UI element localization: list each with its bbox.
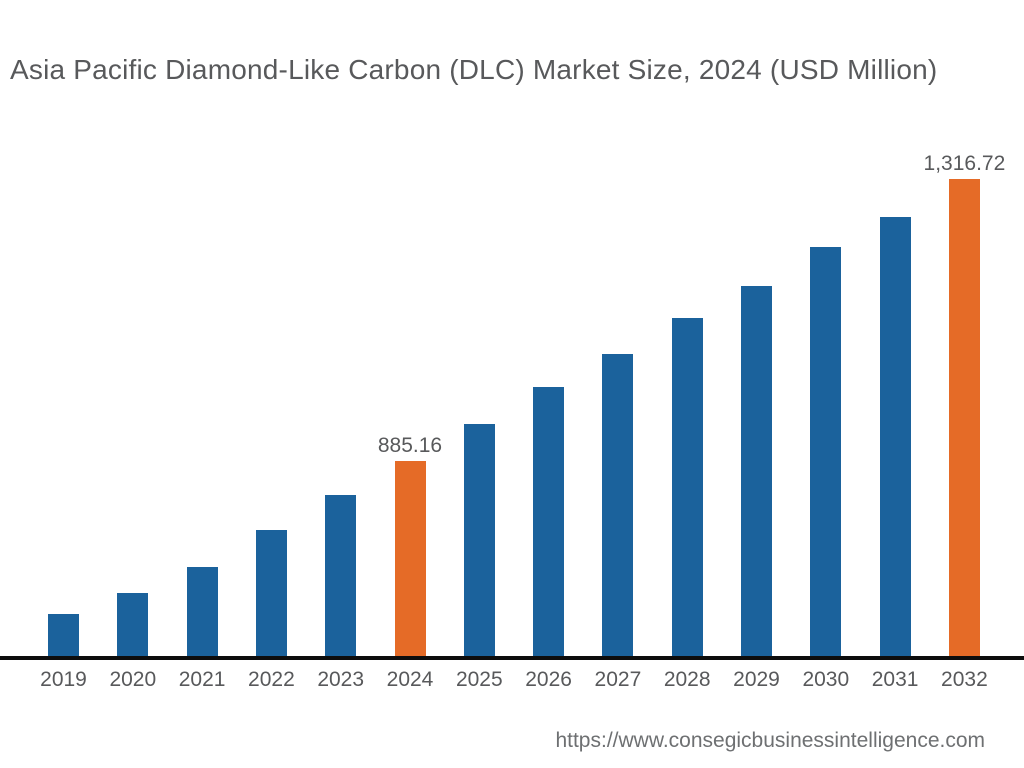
bar-2022 (255, 530, 287, 656)
bar-2021 (186, 567, 218, 656)
x-tick-2020: 2020 (109, 668, 157, 691)
bar-2024 (394, 461, 426, 656)
chart-title: Asia Pacific Diamond-Like Carbon (DLC) M… (10, 54, 938, 85)
x-tick-2027: 2027 (594, 668, 642, 691)
x-tick-2029: 2029 (733, 668, 780, 691)
x-tick-2026: 2026 (525, 668, 572, 691)
data-label-2024: 885.16 (377, 434, 443, 457)
data-label-2032: 1,316.72 (923, 152, 1006, 175)
x-tick-2032: 2032 (941, 668, 988, 691)
x-tick-2030: 2030 (802, 668, 850, 691)
bar-2025 (463, 424, 495, 656)
bar-2027 (602, 354, 634, 656)
source-url: https://www.consegicbusinessintelligence… (555, 729, 985, 752)
x-tick-2022: 2022 (248, 668, 295, 691)
x-axis-line (0, 656, 1024, 660)
bar-2032 (948, 179, 980, 656)
x-tick-2025: 2025 (455, 668, 503, 691)
x-tick-2031: 2031 (871, 668, 919, 691)
bar-2020 (117, 593, 149, 656)
bar-2028 (671, 318, 703, 656)
bar-2030 (810, 247, 842, 656)
bar-2026 (533, 387, 565, 656)
bar-2029 (741, 286, 772, 656)
x-tick-2024: 2024 (386, 668, 434, 691)
bar-2023 (325, 495, 357, 656)
x-tick-2019: 2019 (40, 668, 87, 691)
x-tick-2021: 2021 (178, 668, 226, 691)
x-tick-2028: 2028 (663, 668, 711, 691)
bar-2019 (48, 614, 79, 656)
bar-2031 (879, 217, 911, 656)
x-tick-2023: 2023 (317, 668, 365, 691)
